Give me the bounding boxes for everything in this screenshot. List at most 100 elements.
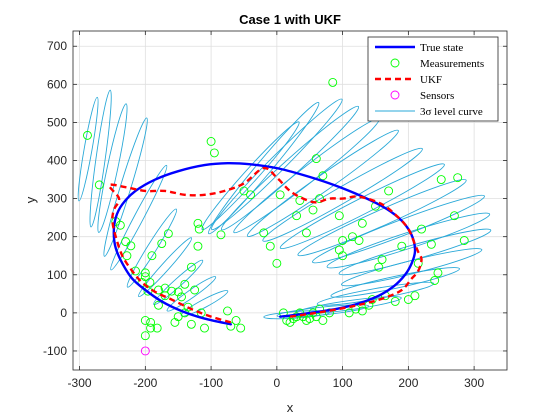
level-curve-ellipse [89, 89, 112, 228]
measurement-point [449, 211, 459, 221]
y-tick-label: 0 [60, 306, 67, 320]
measurement-point [357, 218, 367, 228]
measurement-point [236, 323, 246, 333]
measurement-point [265, 241, 275, 251]
y-tick-label: 500 [47, 115, 67, 129]
level-curve-ellipse [77, 96, 99, 202]
y-tick-label: 200 [47, 230, 67, 244]
measurement-point [453, 173, 463, 183]
measurement-point [180, 279, 190, 289]
level-curve-ellipse [279, 163, 445, 250]
measurement-point [374, 262, 384, 272]
legend-label-sensors: Sensors [420, 90, 454, 102]
measurement-point [348, 232, 357, 242]
legend-label-ukf: UKF [420, 74, 442, 86]
y-tick-label: 300 [47, 192, 67, 206]
level-curve-ellipse [246, 129, 399, 238]
measurement-point [194, 224, 204, 234]
measurement-point [157, 239, 167, 248]
measurement-point [301, 228, 311, 238]
y-tick-label: 400 [47, 154, 67, 168]
measurement-point [410, 291, 420, 301]
sensors-series [140, 346, 150, 356]
measurement-point [154, 285, 163, 295]
measurement-point [338, 236, 348, 245]
legend-label-true_state: True state [420, 42, 463, 54]
level-curves [77, 89, 492, 320]
measurement-point [403, 295, 413, 304]
measurement-point [246, 190, 255, 200]
measurement-point [147, 251, 157, 261]
legend-swatch-measurements [390, 58, 400, 68]
level-curve-ellipse [126, 208, 178, 288]
legend-swatch-sensors [390, 90, 400, 100]
level-curve-ellipse [110, 164, 168, 271]
measurement-point [308, 205, 318, 215]
level-curve-ellipse [330, 267, 460, 298]
measurement-point [357, 306, 367, 316]
axis-ticks: -300 -200 -100 0 100 200 300 -100 0 100 200 300 400 5… [43, 31, 507, 390]
measurement-point [115, 220, 125, 230]
measurement-point [140, 268, 150, 278]
legend-label-level_curve: 3σ level curve [420, 106, 483, 118]
measurement-point [206, 137, 216, 146]
level-curve-ellipse [201, 121, 300, 231]
x-tick-label: 300 [464, 376, 484, 390]
plot-frame [72, 30, 508, 371]
x-tick-label: 0 [274, 376, 281, 390]
measurement-point [140, 331, 150, 341]
measurement-point [377, 255, 387, 264]
measurement-point [417, 224, 426, 234]
measurement-point [186, 262, 196, 272]
measurement-point [344, 308, 354, 318]
measurement-point [231, 316, 241, 325]
measurement-point [173, 312, 183, 322]
measurement-point [186, 319, 196, 329]
measurement-point [436, 175, 446, 185]
y-tick-label: 100 [47, 268, 67, 282]
x-axis-label: x [287, 400, 294, 415]
measurement-point [152, 323, 162, 333]
measurement-point [433, 268, 443, 278]
ukf-line [107, 166, 423, 324]
measurement-point [426, 239, 436, 249]
level-curve-ellipse [340, 248, 483, 287]
x-tick-label: -300 [68, 376, 92, 390]
measurement-point [318, 316, 328, 325]
level-curve-ellipse [97, 103, 128, 233]
state-lines [107, 161, 423, 326]
level-curve-ellipse [312, 194, 485, 264]
measurement-point [459, 236, 469, 245]
measurement-point [295, 196, 305, 205]
measurement-point [193, 218, 203, 228]
measurement-point [292, 211, 302, 221]
measurement-point [183, 302, 193, 312]
y-axis-label: y [23, 196, 38, 203]
measurement-point [126, 241, 136, 251]
measurement-point [140, 272, 150, 282]
measurement-point [315, 194, 325, 204]
measurement-point [146, 323, 156, 333]
level-curve-ellipse [138, 237, 193, 298]
measurement-point [239, 186, 249, 196]
x-tick-label: -100 [199, 376, 223, 390]
level-curve-ellipse [166, 276, 217, 312]
measurement-point [83, 130, 92, 140]
x-tick-label: 200 [398, 376, 418, 390]
measurement-point [94, 180, 104, 190]
measurement-point [193, 241, 203, 251]
sensor-point [140, 346, 150, 356]
measurement-point [146, 317, 156, 327]
level-curve-ellipse [297, 179, 467, 257]
measurement-point [328, 77, 338, 87]
measurement-point [311, 154, 321, 164]
chart-title: Case 1 with UKF [239, 12, 341, 27]
measurement-point [177, 292, 186, 302]
y-tick-label: -100 [43, 344, 67, 358]
measurement-point [354, 236, 364, 245]
measurement-point [259, 228, 269, 238]
measurement-point [190, 285, 200, 295]
measurement-point [154, 300, 163, 310]
measurement-point [140, 316, 150, 325]
